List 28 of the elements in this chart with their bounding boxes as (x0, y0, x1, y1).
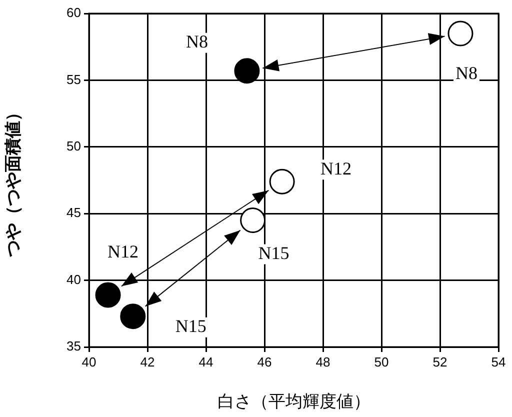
annotation: N8 (186, 32, 208, 52)
x-tick-label: 50 (374, 354, 389, 370)
x-tick-label: 44 (198, 354, 214, 370)
y-tick-label: 60 (66, 5, 81, 20)
point (120, 304, 146, 330)
x-axis-title: 白さ（平均輝度値） (217, 392, 370, 412)
point (95, 282, 121, 308)
annotation: N12 (320, 158, 352, 178)
x-tick-label: 46 (257, 354, 272, 370)
annotation: N15 (175, 316, 206, 336)
y-axis-title: つや（つや面積値） (4, 104, 24, 258)
point (240, 208, 266, 234)
y-tick-label: 35 (66, 338, 81, 354)
y-tick-label: 40 (66, 272, 81, 287)
point (448, 20, 474, 46)
y-tick-label: 55 (66, 72, 81, 87)
x-tick-label: 54 (491, 354, 506, 370)
y-tick-label: 45 (66, 205, 81, 220)
point (234, 58, 260, 84)
y-tick-label: 50 (66, 138, 81, 154)
point (269, 168, 295, 194)
annotation: N12 (108, 242, 139, 262)
x-tick-label: 48 (316, 354, 330, 370)
x-tick-label: 52 (432, 354, 448, 370)
annotation: N8 (455, 63, 478, 84)
x-tick-label: 42 (140, 354, 155, 370)
annotation: N15 (258, 243, 290, 264)
x-tick-label: 40 (82, 354, 96, 370)
